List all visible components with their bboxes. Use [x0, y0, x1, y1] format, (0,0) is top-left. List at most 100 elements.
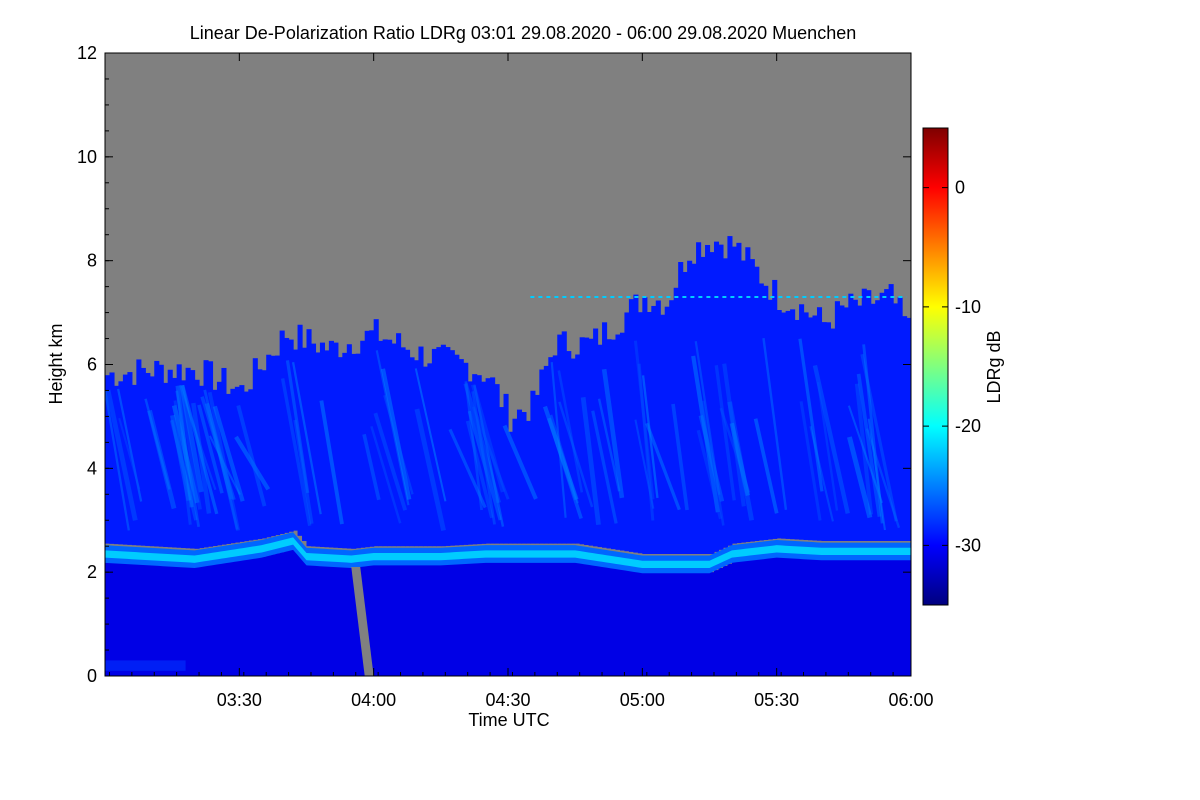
signal-column-upper: [324, 350, 330, 548]
signal-column-lower: [328, 565, 334, 676]
signal-column-lower: [203, 565, 209, 676]
signal-column-upper: [696, 242, 702, 554]
y-axis-label: Height km: [46, 323, 66, 404]
signal-column-lower: [888, 559, 894, 676]
precip-streak: [212, 405, 245, 502]
signal-column-lower: [194, 566, 200, 676]
signal-column-lower: [490, 561, 496, 676]
precip-streak: [847, 405, 884, 504]
signal-column-upper: [512, 418, 518, 544]
signal-column-upper: [149, 376, 155, 547]
signal-column-upper: [736, 242, 742, 544]
signal-column-upper: [167, 369, 173, 548]
signal-column-lower: [436, 564, 442, 676]
signal-column-lower: [754, 559, 760, 676]
precip-streak: [641, 375, 659, 499]
signal-column-upper: [225, 393, 231, 544]
signal-column-upper: [839, 305, 845, 542]
signal-column-upper: [243, 391, 249, 542]
signal-column-upper: [655, 300, 661, 554]
signal-column-upper: [194, 379, 200, 549]
precip-streak: [471, 391, 496, 525]
signal-column-upper: [812, 315, 818, 541]
signal-column-lower: [467, 562, 473, 676]
signal-column-lower: [884, 559, 890, 676]
signal-column-upper: [293, 349, 299, 531]
signal-column-upper: [230, 388, 236, 544]
precip-streak: [380, 368, 412, 500]
signal-column-lower: [530, 561, 536, 676]
signal-column-lower: [772, 557, 778, 676]
signal-column-upper: [145, 372, 151, 546]
signal-column-upper: [207, 361, 214, 547]
signal-column-lower: [579, 562, 585, 676]
signal-column-lower: [722, 565, 729, 676]
signal-column-upper: [409, 357, 415, 547]
precip-streak: [694, 341, 721, 495]
signal-column-lower: [199, 566, 205, 676]
signal-column-lower: [696, 572, 702, 676]
signal-column-lower: [413, 564, 420, 676]
signal-column-lower: [234, 560, 240, 676]
signal-column-upper: [534, 394, 540, 544]
signal-column-lower: [310, 564, 317, 676]
signal-column-upper: [499, 407, 505, 544]
signal-column-upper: [445, 347, 451, 546]
signal-column-lower: [570, 561, 576, 676]
signal-column-upper: [190, 370, 196, 549]
signal-column-upper: [799, 304, 805, 540]
signal-column-upper: [140, 367, 146, 546]
precip-streak: [383, 394, 414, 495]
signal-column-lower: [593, 564, 599, 676]
signal-column-lower: [776, 556, 782, 676]
signal-column-upper: [257, 369, 263, 540]
signal-column-upper: [199, 385, 205, 549]
signal-column-lower: [808, 558, 814, 676]
signal-column-lower: [678, 572, 684, 676]
signal-column-upper: [261, 370, 267, 539]
signal-column-upper: [906, 317, 911, 542]
signal-column-upper: [154, 360, 160, 547]
precip-streak: [280, 378, 312, 526]
signal-column-lower: [539, 561, 545, 676]
signal-column-lower: [109, 562, 115, 676]
signal-column-upper: [713, 241, 720, 552]
signal-column-lower: [781, 556, 787, 676]
precip-streak: [633, 340, 655, 500]
signal-column-lower: [172, 565, 178, 676]
signal-column-lower: [870, 559, 876, 676]
signal-column-lower: [602, 565, 608, 676]
signal-column-lower: [261, 556, 267, 676]
precip-streak: [856, 373, 882, 517]
signal-column-lower: [758, 558, 764, 676]
signal-column-lower: [185, 566, 191, 676]
precip-streak: [200, 396, 236, 501]
signal-column-lower: [463, 563, 469, 676]
signal-column-upper: [422, 366, 428, 547]
signal-column-upper: [619, 332, 626, 551]
signal-column-lower: [387, 564, 393, 676]
colorbar-tick-label: -20: [955, 416, 981, 436]
signal-column-upper: [767, 299, 773, 540]
signal-column-upper: [740, 260, 746, 543]
signal-column-lower: [637, 571, 643, 676]
signal-column-lower: [633, 570, 639, 676]
signal-column-lower: [812, 558, 818, 676]
signal-column-lower: [337, 566, 343, 676]
signal-column-lower: [597, 565, 603, 676]
y-axis: 0 2 4 6 8 10 12: [77, 43, 911, 686]
signal-column-lower: [266, 555, 272, 676]
y-tick-label: 0: [87, 666, 97, 686]
signal-column-lower: [731, 561, 737, 676]
signal-column-upper: [315, 352, 321, 547]
precip-streak: [179, 384, 204, 493]
precip-streak: [601, 368, 625, 499]
signal-column-upper: [624, 312, 630, 552]
signal-column-lower: [749, 559, 755, 676]
precip-streak: [414, 408, 446, 532]
precip-streak: [719, 407, 751, 493]
precip-streak: [293, 419, 314, 524]
signal-column-upper: [122, 374, 128, 545]
signal-column-upper: [105, 375, 111, 544]
signal-column-lower: [512, 561, 518, 676]
